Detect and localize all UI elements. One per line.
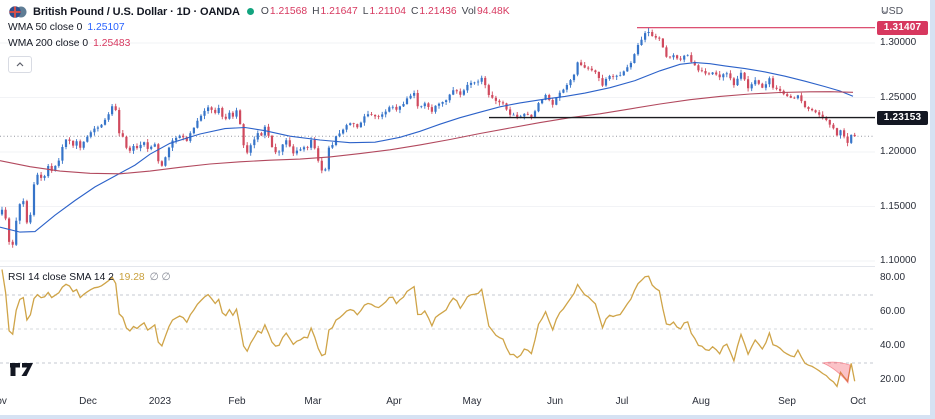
price-axis-label: 1.15000 bbox=[880, 200, 917, 212]
wma200-line bbox=[0, 91, 854, 175]
red-arrow-annotation bbox=[821, 361, 851, 385]
window-edge-bottom bbox=[0, 415, 935, 419]
price-level-badge: 1.23153 bbox=[877, 110, 928, 125]
symbol-row[interactable]: British Pound / U.S. Dollar · 1D · OANDA… bbox=[8, 5, 510, 18]
market-status-icon bbox=[246, 8, 254, 15]
rsi-legend[interactable]: RSI 14 close SMA 14 2 19.28 ∅ ∅ bbox=[8, 271, 171, 284]
time-axis-label: Jun bbox=[546, 396, 564, 407]
indicator-row-wma50[interactable]: WMA 50 close 0 1.25107 bbox=[8, 22, 125, 33]
wma50-line bbox=[0, 62, 854, 233]
ohlc-low: L 1.21104 bbox=[362, 6, 406, 17]
chevron-up-icon bbox=[16, 62, 24, 67]
time-axis-label: Sep bbox=[778, 396, 796, 407]
rsi-axis-label: 80.00 bbox=[880, 272, 906, 283]
rsi-axis-label: 60.00 bbox=[880, 306, 906, 317]
time-axis-label: Apr bbox=[386, 396, 402, 407]
rsi-axis-label: 40.00 bbox=[880, 340, 906, 351]
currency-pair-icon bbox=[8, 5, 28, 19]
candles-layer bbox=[0, 28, 856, 248]
rsi-line bbox=[1, 269, 856, 388]
ohlc-high: H 1.21647 bbox=[312, 6, 358, 17]
time-axis-label: May bbox=[462, 396, 482, 407]
ohlc-open: O 1.21568 bbox=[260, 6, 308, 17]
rsi-label: RSI 14 close SMA 14 2 bbox=[8, 271, 114, 283]
price-axis-label: 1.10000 bbox=[880, 255, 917, 266]
time-axis-label: Dec bbox=[79, 396, 97, 407]
collapse-legend-button[interactable] bbox=[8, 56, 32, 73]
rsi-axis-label: 20.00 bbox=[880, 374, 906, 385]
time-axis-label: 2023 bbox=[148, 396, 172, 407]
price-chart[interactable] bbox=[0, 0, 875, 267]
price-axis-label: 1.20000 bbox=[880, 146, 917, 157]
chevron-down-icon bbox=[881, 9, 889, 14]
chart-legend: British Pound / U.S. Dollar · 1D · OANDA… bbox=[8, 5, 510, 50]
currency-label: USD bbox=[881, 5, 904, 17]
ohlc-close: C 1.21436 bbox=[410, 6, 457, 17]
time-axis-label: Oct bbox=[850, 396, 866, 407]
price-axis-label: 1.25000 bbox=[880, 91, 917, 103]
currency-selector[interactable]: USD bbox=[881, 5, 903, 17]
time-axis-label: Nov bbox=[0, 396, 7, 407]
time-axis-label: Feb bbox=[228, 396, 246, 407]
price-axis[interactable]: USD 1.30000 1.25000 1.20000 1.15000 1.10000 8… bbox=[875, 0, 930, 390]
pane-divider[interactable] bbox=[0, 266, 930, 267]
price-level-badge: 1.31407 bbox=[877, 20, 928, 35]
time-axis-label: Jul bbox=[615, 396, 629, 407]
symbol-title[interactable]: British Pound / U.S. Dollar · 1D · OANDA bbox=[33, 5, 240, 18]
time-axis[interactable]: ◎ NovDec2023FebMarAprMayJunJulAugSepOct bbox=[0, 390, 930, 415]
time-axis-label: Aug bbox=[692, 396, 710, 407]
time-axis-label: Mar bbox=[304, 396, 322, 407]
rsi-chart[interactable] bbox=[0, 267, 875, 390]
price-axis-label: 1.30000 bbox=[880, 37, 917, 48]
volume: Vol 94.48K bbox=[461, 6, 510, 17]
wma50-value: 1.25107 bbox=[87, 22, 125, 33]
indicator-row-wma200[interactable]: WMA 200 close 0 1.25483 bbox=[8, 38, 131, 49]
rsi-value: 19.28 bbox=[118, 271, 145, 283]
wma200-value: 1.25483 bbox=[93, 38, 131, 49]
window-edge-right bbox=[930, 0, 935, 419]
rsi-hidden-plots: ∅ ∅ bbox=[149, 272, 171, 283]
